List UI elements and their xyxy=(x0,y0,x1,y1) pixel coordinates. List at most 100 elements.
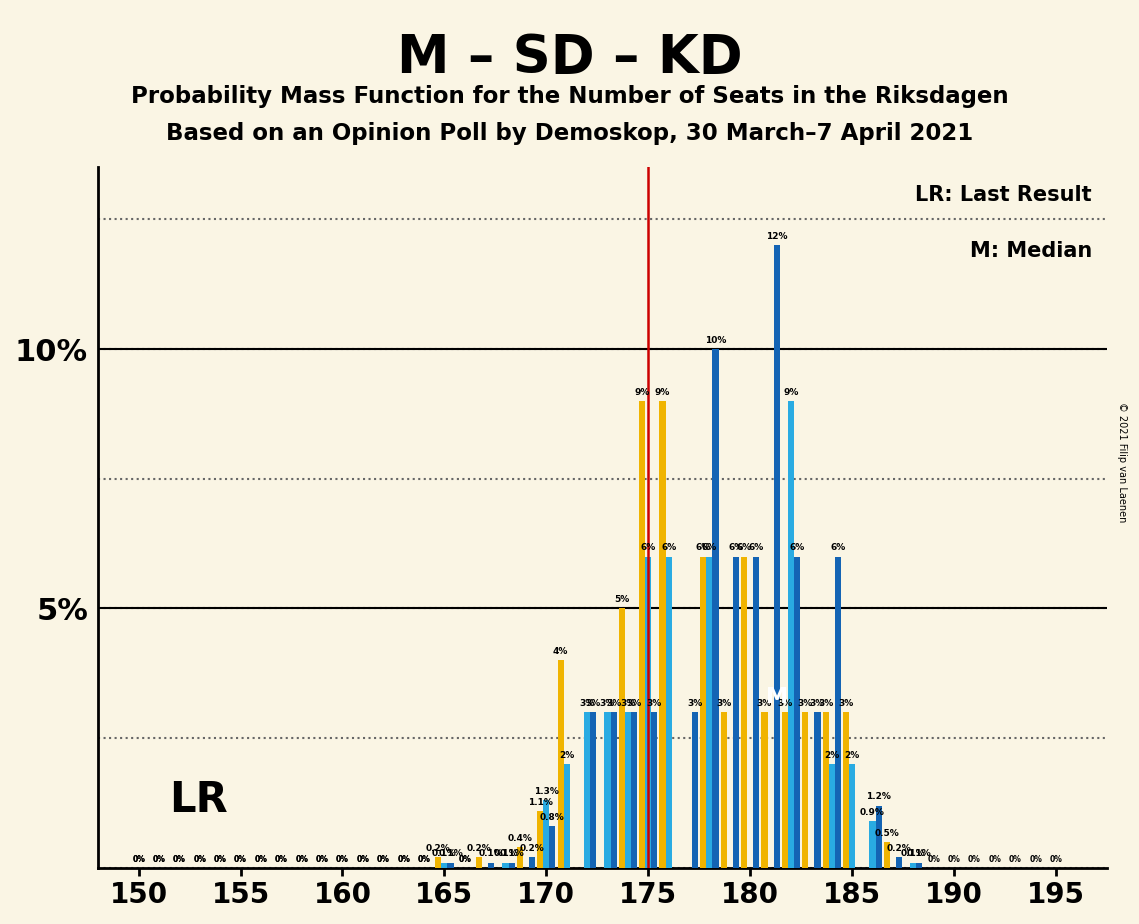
Text: 3%: 3% xyxy=(688,699,703,708)
Bar xyxy=(489,863,494,868)
Bar xyxy=(794,556,800,868)
Bar xyxy=(502,863,509,868)
Text: 3%: 3% xyxy=(838,699,853,708)
Text: 9%: 9% xyxy=(655,388,670,396)
Text: 0%: 0% xyxy=(948,855,960,864)
Text: 0.2%: 0.2% xyxy=(467,845,491,853)
Bar xyxy=(822,712,829,868)
Text: LR: LR xyxy=(170,779,228,821)
Text: 3%: 3% xyxy=(626,699,641,708)
Text: 2%: 2% xyxy=(844,751,860,760)
Text: Probability Mass Function for the Number of Seats in the Riksdagen: Probability Mass Function for the Number… xyxy=(131,85,1008,108)
Text: 0%: 0% xyxy=(357,855,369,864)
Text: M: M xyxy=(765,687,788,707)
Text: 6%: 6% xyxy=(789,543,804,553)
Text: 0%: 0% xyxy=(927,855,940,864)
Bar xyxy=(910,863,916,868)
Text: 0.2%: 0.2% xyxy=(519,845,544,853)
Text: 0.1%: 0.1% xyxy=(432,849,457,858)
Text: 0%: 0% xyxy=(377,855,390,864)
Bar xyxy=(721,712,727,868)
Text: 0.1%: 0.1% xyxy=(493,849,518,858)
Text: 0.4%: 0.4% xyxy=(507,833,532,843)
Text: 0%: 0% xyxy=(357,855,369,864)
Bar xyxy=(564,764,570,868)
Bar xyxy=(476,857,482,868)
Bar xyxy=(645,556,652,868)
Text: 3%: 3% xyxy=(580,699,595,708)
Bar xyxy=(802,712,809,868)
Text: M – SD – KD: M – SD – KD xyxy=(396,32,743,84)
Text: 0%: 0% xyxy=(295,855,309,864)
Text: Based on an Opinion Poll by Demoskop, 30 March–7 April 2021: Based on an Opinion Poll by Demoskop, 30… xyxy=(166,122,973,145)
Text: 0%: 0% xyxy=(194,855,206,864)
Bar xyxy=(713,349,719,868)
Bar xyxy=(538,810,543,868)
Text: 0%: 0% xyxy=(254,855,268,864)
Text: 0%: 0% xyxy=(377,855,390,864)
Text: 0.2%: 0.2% xyxy=(426,845,451,853)
Text: 0%: 0% xyxy=(274,855,288,864)
Text: 3%: 3% xyxy=(600,699,615,708)
Bar xyxy=(706,556,713,868)
Bar xyxy=(665,556,672,868)
Bar xyxy=(652,712,657,868)
Bar xyxy=(590,712,596,868)
Text: 3%: 3% xyxy=(585,699,601,708)
Bar xyxy=(761,712,768,868)
Bar xyxy=(639,401,645,868)
Bar xyxy=(700,556,706,868)
Text: 0%: 0% xyxy=(458,855,472,864)
Text: 0%: 0% xyxy=(194,855,206,864)
Text: 3%: 3% xyxy=(756,699,772,708)
Bar xyxy=(557,661,564,868)
Text: © 2021 Filip van Laenen: © 2021 Filip van Laenen xyxy=(1117,402,1126,522)
Bar xyxy=(509,863,515,868)
Bar xyxy=(753,556,760,868)
Text: 6%: 6% xyxy=(702,543,718,553)
Bar xyxy=(435,857,441,868)
Bar xyxy=(625,712,631,868)
Text: 0.8%: 0.8% xyxy=(540,813,565,822)
Text: 0%: 0% xyxy=(153,855,165,864)
Text: 0%: 0% xyxy=(316,855,328,864)
Bar xyxy=(896,857,902,868)
Text: 0.1%: 0.1% xyxy=(439,849,462,858)
Text: 0.1%: 0.1% xyxy=(907,849,932,858)
Text: 6%: 6% xyxy=(661,543,677,553)
Bar xyxy=(693,712,698,868)
Text: 3%: 3% xyxy=(818,699,834,708)
Text: 6%: 6% xyxy=(737,543,752,553)
Text: 0%: 0% xyxy=(418,855,431,864)
Text: 0%: 0% xyxy=(1049,855,1063,864)
Bar xyxy=(517,847,523,868)
Text: 2%: 2% xyxy=(559,751,574,760)
Text: 3%: 3% xyxy=(621,699,636,708)
Text: 3%: 3% xyxy=(810,699,825,708)
Text: 0.1%: 0.1% xyxy=(901,849,926,858)
Bar xyxy=(869,821,876,868)
Text: 6%: 6% xyxy=(748,543,764,553)
Bar xyxy=(732,556,739,868)
Bar xyxy=(741,556,747,868)
Text: 6%: 6% xyxy=(830,543,845,553)
Bar xyxy=(618,608,625,868)
Text: 2%: 2% xyxy=(825,751,839,760)
Text: 0%: 0% xyxy=(173,855,186,864)
Text: 1.1%: 1.1% xyxy=(527,797,552,807)
Text: 12%: 12% xyxy=(765,232,787,241)
Text: 0%: 0% xyxy=(235,855,247,864)
Text: 6%: 6% xyxy=(728,543,744,553)
Bar xyxy=(916,863,923,868)
Text: 0%: 0% xyxy=(316,855,328,864)
Bar xyxy=(448,863,453,868)
Text: 6%: 6% xyxy=(640,543,656,553)
Text: 0%: 0% xyxy=(153,855,165,864)
Text: 0%: 0% xyxy=(254,855,268,864)
Text: 0.9%: 0.9% xyxy=(860,808,885,817)
Text: 1.2%: 1.2% xyxy=(866,793,891,801)
Bar xyxy=(829,764,835,868)
Text: 0%: 0% xyxy=(418,855,431,864)
Bar xyxy=(543,800,549,868)
Text: 0.1%: 0.1% xyxy=(478,849,503,858)
